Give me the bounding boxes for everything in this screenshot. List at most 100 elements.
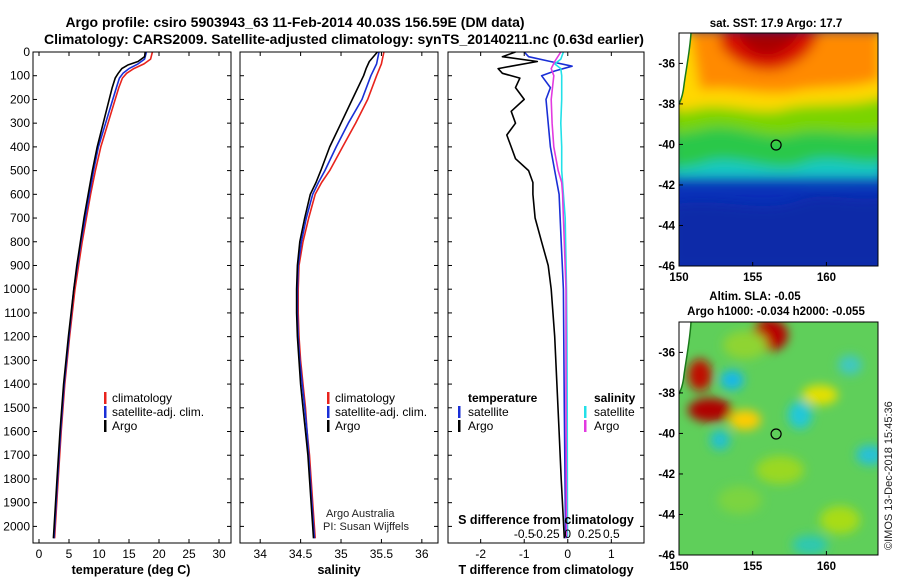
y-tick-label: 1500: [3, 401, 30, 415]
series-line-argo: [52, 51, 146, 539]
x-tick-label: 34.5: [289, 547, 313, 561]
credit-argo-australia: Argo Australia: [326, 508, 395, 520]
x-tick-label: -2: [475, 547, 486, 561]
legend-label-s-argo: Argo: [594, 419, 620, 433]
map-x-tick-label: 150: [669, 272, 688, 284]
y-tick-label: 1400: [3, 377, 30, 391]
legend-label-t-argo: Argo: [468, 419, 494, 433]
legend-label-t-satellite: satellite: [468, 405, 509, 419]
x-tick-label: 0: [564, 547, 571, 561]
y-tick-label: 1600: [3, 425, 30, 439]
legend-swatch-s-argo: [584, 420, 587, 432]
x2-tick-label: 0: [564, 527, 571, 541]
map-y-tick-label: -46: [658, 261, 675, 273]
x-tick-label: 5: [66, 547, 73, 561]
y-tick-label: 200: [10, 92, 30, 106]
chart-title-line2: Climatology: CARS2009. Satellite-adjuste…: [44, 31, 644, 47]
map-y-tick-label: -38: [658, 388, 675, 400]
x-tick-label: 25: [182, 547, 196, 561]
map-y-tick-label: -42: [658, 469, 675, 481]
legend-title-temperature: temperature: [468, 391, 538, 405]
legend-swatch-t-satellite: [458, 406, 461, 418]
map-x-tick-label: 150: [669, 561, 688, 573]
y-tick-label: 800: [10, 235, 30, 249]
map-x-tick-label: 160: [817, 561, 836, 573]
imos-credit: ©IMOS 13-Dec-2018 15:45:36: [883, 401, 895, 550]
x2-tick-label: 0.25: [578, 527, 602, 541]
coastline-land: [679, 33, 691, 104]
legend-swatch-satellite: [327, 406, 330, 418]
s-difference-xlabel: S difference from climatology: [458, 513, 634, 527]
series-line-argo: [295, 51, 379, 539]
x2-tick-label: -0.5: [514, 527, 535, 541]
map-y-tick-label: -36: [658, 347, 675, 359]
y-tick-label: 1800: [3, 472, 30, 486]
legend-label-argo: Argo: [335, 419, 361, 433]
salinity-xlabel: salinity: [317, 563, 360, 577]
x2-tick-label: -0.25: [532, 527, 560, 541]
legend-label-argo: Argo: [112, 419, 138, 433]
difference-panel: -2 -1 0 1 -0.5-0.25 0 0.25 0.5 T difference fro…: [447, 51, 645, 577]
x2-tick-label: 0.5: [603, 527, 620, 541]
salinity-panel: 34 34.5 35 35.5 36 salinity climatology sate…: [239, 51, 439, 577]
x-tick-label: 20: [152, 547, 166, 561]
y-tick-label: 1900: [3, 496, 30, 510]
difference-legend-salinity: salinity satellite Argo: [584, 391, 636, 433]
sla-map-frame: [678, 321, 879, 556]
legend-label-climatology: climatology: [335, 391, 395, 405]
legend-title-salinity: salinity: [594, 391, 636, 405]
legend-swatch-climatology: [104, 392, 107, 404]
x-tick-label: 34: [254, 547, 268, 561]
chart-title-line1: Argo profile: csiro 5903943_63 11-Feb-20…: [65, 14, 524, 30]
sst-map-panel: sat. SST: 17.9 Argo: 17.7 -36 -38 -40 -42: [658, 18, 879, 284]
sst-map-frame: [678, 32, 879, 267]
map-y-tick-label: -40: [658, 428, 675, 440]
series-line-satellite-adj-clim-: [53, 51, 148, 539]
legend-swatch-s-satellite: [584, 406, 587, 418]
t-difference-xlabel: T difference from climatology: [458, 563, 633, 577]
y-tick-label: 1700: [3, 448, 30, 462]
x-tick-label: 35: [334, 547, 348, 561]
x-tick-label: -1: [519, 547, 530, 561]
map-x-tick-label: 155: [743, 561, 763, 573]
legend-label-climatology: climatology: [112, 391, 172, 405]
legend-swatch-climatology: [327, 392, 330, 404]
temperature-axes-frame: [32, 51, 232, 544]
legend-swatch-t-argo: [458, 420, 461, 432]
map-y-tick-label: -40: [658, 139, 675, 151]
difference-legend-temperature: temperature satellite Argo: [458, 391, 538, 433]
legend-swatch-argo: [327, 420, 330, 432]
series-line-temperature-satellite: [523, 51, 573, 539]
series-line-satellite-adj-clim-: [296, 51, 380, 539]
x-tick-label: 35.5: [370, 547, 394, 561]
map-y-tick-label: -46: [658, 550, 675, 562]
y-tick-label: 700: [10, 211, 30, 225]
credit-pi: PI: Susan Wijffels: [323, 521, 409, 533]
sst-heatmap: [679, 33, 878, 266]
x-tick-label: 10: [92, 547, 106, 561]
legend-label-s-satellite: satellite: [594, 405, 635, 419]
argo-float-location-marker: [770, 428, 782, 440]
series-line-temperature-argo: [497, 51, 566, 539]
y-tick-label: 1000: [3, 282, 30, 296]
y-tick-label: 900: [10, 258, 30, 272]
sla-map-panel: Altim. SLA: -0.05 Argo h1000: -0.034 h20…: [658, 291, 879, 573]
y-tick-label: 1300: [3, 353, 30, 367]
y-tick-label: 1100: [4, 306, 30, 320]
y-tick-label: 0: [23, 45, 30, 59]
y-tick-label: 2000: [3, 519, 30, 533]
map-y-tick-label: -44: [658, 509, 675, 521]
salinity-axes-frame: [239, 51, 439, 544]
y-tick-label: 300: [10, 116, 30, 130]
map-y-tick-label: -42: [658, 180, 675, 192]
x-tick-label: 36: [415, 547, 429, 561]
temperature-panel: 0100200300400500600700800900100011001200…: [3, 45, 232, 577]
legend-swatch-argo: [104, 420, 107, 432]
sla-heatmap: [679, 322, 878, 555]
legend-swatch-satellite: [104, 406, 107, 418]
map-x-tick-label: 160: [817, 272, 836, 284]
salinity-legend: climatology satellite-adj. clim. Argo: [327, 391, 427, 433]
y-tick-label: 100: [10, 69, 30, 83]
legend-label-satellite: satellite-adj. clim.: [112, 405, 204, 419]
temperature-legend: climatology satellite-adj. clim. Argo: [104, 391, 204, 433]
